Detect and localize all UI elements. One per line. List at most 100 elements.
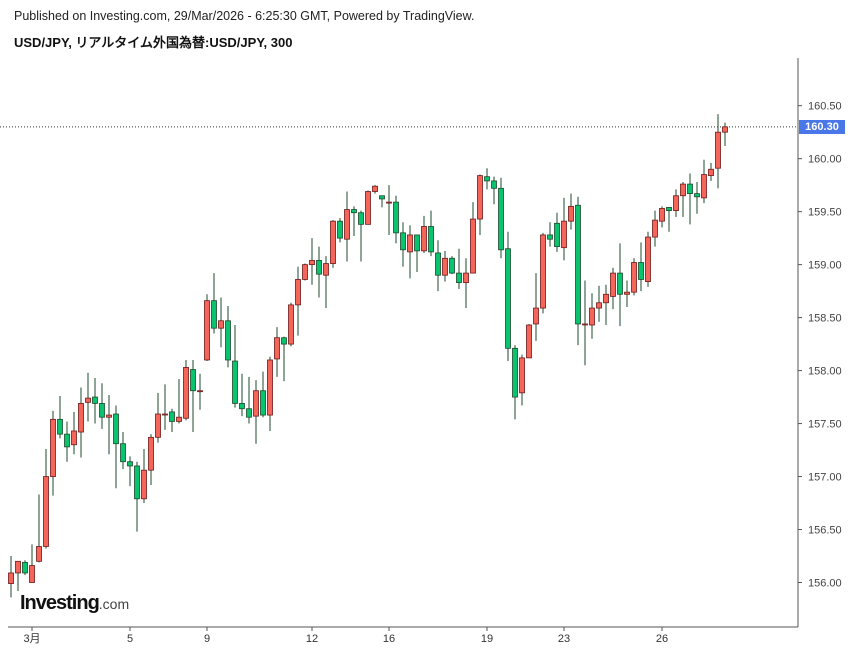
x-tick-label: 5 bbox=[127, 633, 133, 645]
candle-body-up bbox=[407, 234, 413, 253]
candle-body-up bbox=[8, 572, 14, 584]
candle bbox=[519, 354, 525, 406]
candle bbox=[568, 193, 574, 230]
candle bbox=[372, 185, 378, 194]
candle-body-up bbox=[561, 220, 567, 249]
candle bbox=[197, 373, 203, 410]
candle-body-up bbox=[15, 560, 21, 574]
candle bbox=[470, 202, 476, 274]
y-tick-label: 157.00 bbox=[808, 472, 842, 484]
candle bbox=[99, 383, 105, 429]
candle bbox=[575, 196, 581, 346]
candle bbox=[113, 405, 119, 489]
candle bbox=[379, 195, 385, 208]
candle bbox=[722, 122, 728, 146]
chart-symbol-title: USD/JPY, リアルタイム外国為替:USD/JPY, 300 bbox=[14, 35, 293, 50]
candle-body-down bbox=[351, 209, 357, 214]
candle-body-up bbox=[526, 324, 532, 359]
candle bbox=[498, 177, 504, 259]
candle bbox=[183, 359, 189, 421]
candle bbox=[295, 266, 301, 336]
candle-body-up bbox=[652, 219, 658, 238]
candle-body-up bbox=[50, 418, 56, 477]
candle-body-up bbox=[659, 208, 665, 222]
x-tick-label: 26 bbox=[656, 633, 668, 645]
candle bbox=[680, 181, 686, 217]
candle bbox=[239, 373, 245, 417]
candle bbox=[288, 302, 294, 347]
candle-body-up bbox=[715, 131, 721, 169]
candle bbox=[505, 231, 511, 362]
candle bbox=[526, 323, 532, 359]
candle-body-up bbox=[253, 390, 259, 417]
candle bbox=[8, 556, 14, 598]
candle-body-up bbox=[540, 234, 546, 309]
candle-body-down bbox=[435, 252, 441, 276]
candle-body-down bbox=[400, 232, 406, 251]
y-tick-label: 156.50 bbox=[808, 525, 842, 537]
y-tick-label: 159.00 bbox=[808, 260, 842, 272]
candle-body-down bbox=[57, 418, 63, 435]
candle-body-up bbox=[267, 359, 273, 416]
candle bbox=[309, 238, 315, 285]
candle bbox=[155, 392, 161, 443]
candle bbox=[421, 215, 427, 253]
candle-body-up bbox=[197, 390, 203, 393]
candle-body-down bbox=[554, 222, 560, 248]
candle-body-down bbox=[449, 257, 455, 274]
candle-body-up bbox=[470, 218, 476, 274]
candle bbox=[540, 232, 546, 314]
candle bbox=[449, 256, 455, 275]
candle bbox=[50, 410, 56, 496]
candle bbox=[582, 280, 588, 366]
candle bbox=[659, 206, 665, 228]
candle-body-up bbox=[141, 469, 147, 500]
candle bbox=[204, 294, 210, 362]
candle-body-down bbox=[414, 234, 420, 252]
candle bbox=[274, 327, 280, 377]
candle-body-up bbox=[71, 430, 77, 446]
y-tick-label: 157.50 bbox=[808, 419, 842, 431]
candle bbox=[218, 297, 224, 348]
candle bbox=[701, 159, 707, 204]
candle-body-down bbox=[260, 390, 266, 416]
candle bbox=[512, 345, 518, 420]
candle-body-up bbox=[295, 279, 301, 306]
candle bbox=[638, 242, 644, 292]
candle bbox=[337, 217, 343, 243]
candle bbox=[358, 210, 364, 262]
candle bbox=[225, 305, 231, 368]
candle bbox=[120, 432, 126, 470]
x-tick-label: 16 bbox=[383, 633, 395, 645]
candle bbox=[134, 461, 140, 532]
candle-body-down bbox=[687, 183, 693, 195]
candle-body-up bbox=[519, 357, 525, 394]
candle bbox=[589, 293, 595, 339]
published-info: Published on Investing.com, 29/Mar/2026 … bbox=[14, 9, 475, 23]
candle-body-up bbox=[568, 205, 574, 222]
y-tick-label: 159.50 bbox=[808, 207, 842, 219]
y-tick-label: 156.00 bbox=[808, 577, 842, 589]
candle bbox=[281, 336, 287, 382]
candle-body-down bbox=[512, 347, 518, 398]
candle-body-up bbox=[274, 337, 280, 360]
investing-logo: Investing.com bbox=[20, 592, 129, 615]
candle-body-up bbox=[673, 195, 679, 211]
candle-body-down bbox=[190, 369, 196, 392]
candle bbox=[141, 448, 147, 504]
candle bbox=[246, 376, 252, 424]
candle-body-down bbox=[547, 234, 553, 240]
candle bbox=[715, 114, 721, 189]
candle-body-down bbox=[505, 248, 511, 349]
candle-body-down bbox=[99, 403, 105, 418]
candle-body-up bbox=[603, 293, 609, 304]
axes-layer: 156.00 156.50 157.00 157.50 158.00 158.50 159.… bbox=[8, 58, 842, 645]
candle-body-up bbox=[722, 126, 728, 133]
candle bbox=[232, 325, 238, 408]
logo-main: Investing bbox=[20, 592, 100, 614]
candle-body-up bbox=[29, 565, 35, 583]
candle-body-up bbox=[645, 236, 651, 282]
y-tick-label: 158.00 bbox=[808, 366, 842, 378]
candle-body-down bbox=[393, 201, 399, 234]
